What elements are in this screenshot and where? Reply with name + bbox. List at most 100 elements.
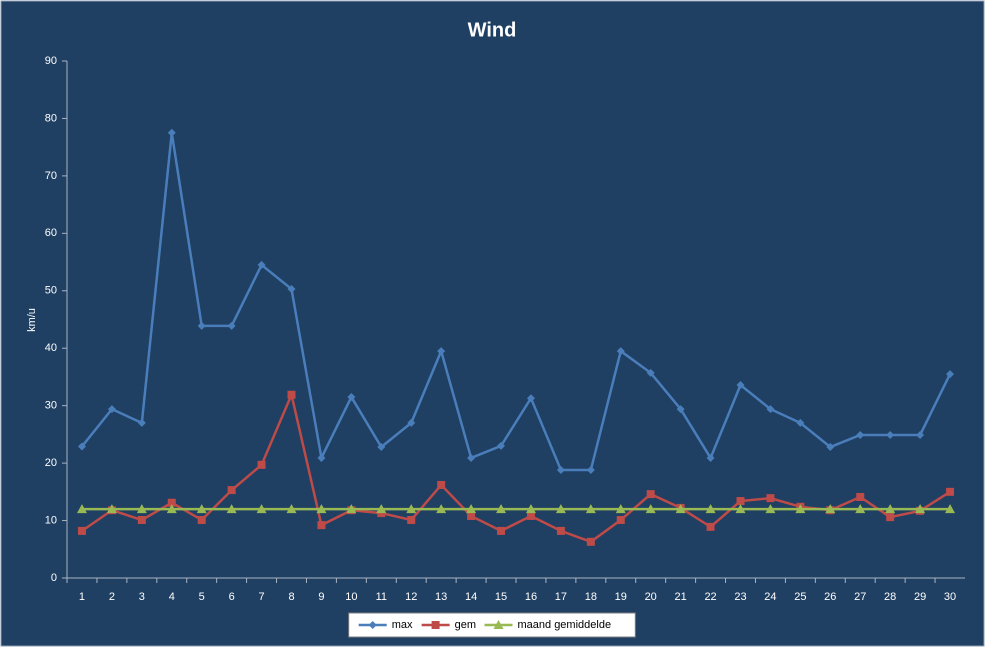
y-tick-label: 90 <box>45 55 57 67</box>
marker <box>406 504 417 514</box>
marker <box>556 466 565 475</box>
marker <box>706 453 715 462</box>
marker <box>106 504 117 514</box>
marker <box>136 504 147 514</box>
x-tick-label: 16 <box>525 591 537 603</box>
marker <box>585 504 596 514</box>
marker <box>196 504 207 514</box>
series-line <box>80 132 952 472</box>
marker <box>287 285 296 294</box>
marker <box>167 128 176 137</box>
marker <box>431 621 440 629</box>
marker <box>555 504 566 514</box>
x-tick-label: 29 <box>914 591 926 603</box>
x-tick-label: 25 <box>794 591 806 603</box>
marker <box>946 370 955 379</box>
marker <box>497 441 506 450</box>
marker <box>497 526 506 535</box>
marker <box>407 418 416 427</box>
marker <box>826 443 835 452</box>
marker <box>526 394 535 403</box>
y-tick-label: 50 <box>45 285 57 297</box>
marker <box>76 504 87 514</box>
chart-title: Wind <box>468 19 517 41</box>
x-tick-label: 20 <box>645 591 657 603</box>
x-tick-label: 4 <box>169 591 175 603</box>
marker <box>556 526 565 535</box>
marker <box>765 504 776 514</box>
marker <box>736 497 745 506</box>
legend-label: maand gemiddelde <box>518 619 612 631</box>
x-tick-label: 7 <box>259 591 265 603</box>
marker <box>467 453 476 462</box>
y-tick-label: 40 <box>45 342 57 354</box>
marker <box>137 515 146 524</box>
legend-label: max <box>392 619 413 631</box>
y-tick-label: 20 <box>45 457 57 469</box>
marker <box>227 486 236 495</box>
marker <box>886 430 895 439</box>
x-tick-label: 27 <box>854 591 866 603</box>
marker <box>766 405 775 414</box>
x-tick-label: 21 <box>675 591 687 603</box>
marker <box>915 504 926 514</box>
marker <box>766 494 775 503</box>
marker <box>257 460 266 469</box>
x-tick-label: 8 <box>288 591 294 603</box>
series-line <box>81 390 951 544</box>
y-tick-label: 0 <box>51 572 57 584</box>
x-tick-label: 1 <box>79 591 85 603</box>
x-tick-label: 2 <box>109 591 115 603</box>
x-tick-label: 24 <box>764 591 776 603</box>
marker <box>795 504 806 514</box>
y-tick-label: 70 <box>45 170 57 182</box>
marker <box>437 347 446 356</box>
x-tick-label: 3 <box>139 591 145 603</box>
marker <box>646 490 655 499</box>
y-tick-label: 80 <box>45 112 57 124</box>
marker <box>197 515 206 524</box>
marker <box>166 504 177 514</box>
x-tick-label: 5 <box>199 591 205 603</box>
x-tick-label: 10 <box>345 591 357 603</box>
marker <box>317 453 326 462</box>
x-tick-label: 23 <box>734 591 746 603</box>
y-tick-label: 10 <box>45 514 57 526</box>
marker <box>855 504 866 514</box>
marker <box>437 480 446 489</box>
marker <box>436 504 447 514</box>
y-axis-label: km/u <box>26 308 38 332</box>
x-tick-label: 15 <box>495 591 507 603</box>
x-tick-label: 17 <box>555 591 567 603</box>
marker <box>586 537 595 546</box>
x-tick-label: 13 <box>435 591 447 603</box>
marker <box>376 504 387 514</box>
x-tick-label: 12 <box>405 591 417 603</box>
marker <box>346 504 357 514</box>
marker <box>616 347 625 356</box>
marker <box>645 504 656 514</box>
x-tick-label: 19 <box>615 591 627 603</box>
marker <box>825 504 836 514</box>
marker <box>256 504 267 514</box>
marker <box>675 504 686 514</box>
y-tick-label: 30 <box>45 400 57 412</box>
marker <box>347 393 356 402</box>
marker <box>646 368 655 377</box>
marker <box>885 504 896 514</box>
x-tick-label: 26 <box>824 591 836 603</box>
legend-label: gem <box>455 619 476 631</box>
x-tick-label: 18 <box>585 591 597 603</box>
marker <box>286 504 297 514</box>
marker <box>586 466 595 475</box>
x-tick-label: 22 <box>704 591 716 603</box>
marker <box>796 418 805 427</box>
marker <box>317 521 326 530</box>
marker <box>368 621 377 629</box>
marker <box>706 522 715 531</box>
x-tick-label: 28 <box>884 591 896 603</box>
x-tick-label: 14 <box>465 591 477 603</box>
marker <box>407 515 416 524</box>
x-tick-label: 9 <box>318 591 324 603</box>
